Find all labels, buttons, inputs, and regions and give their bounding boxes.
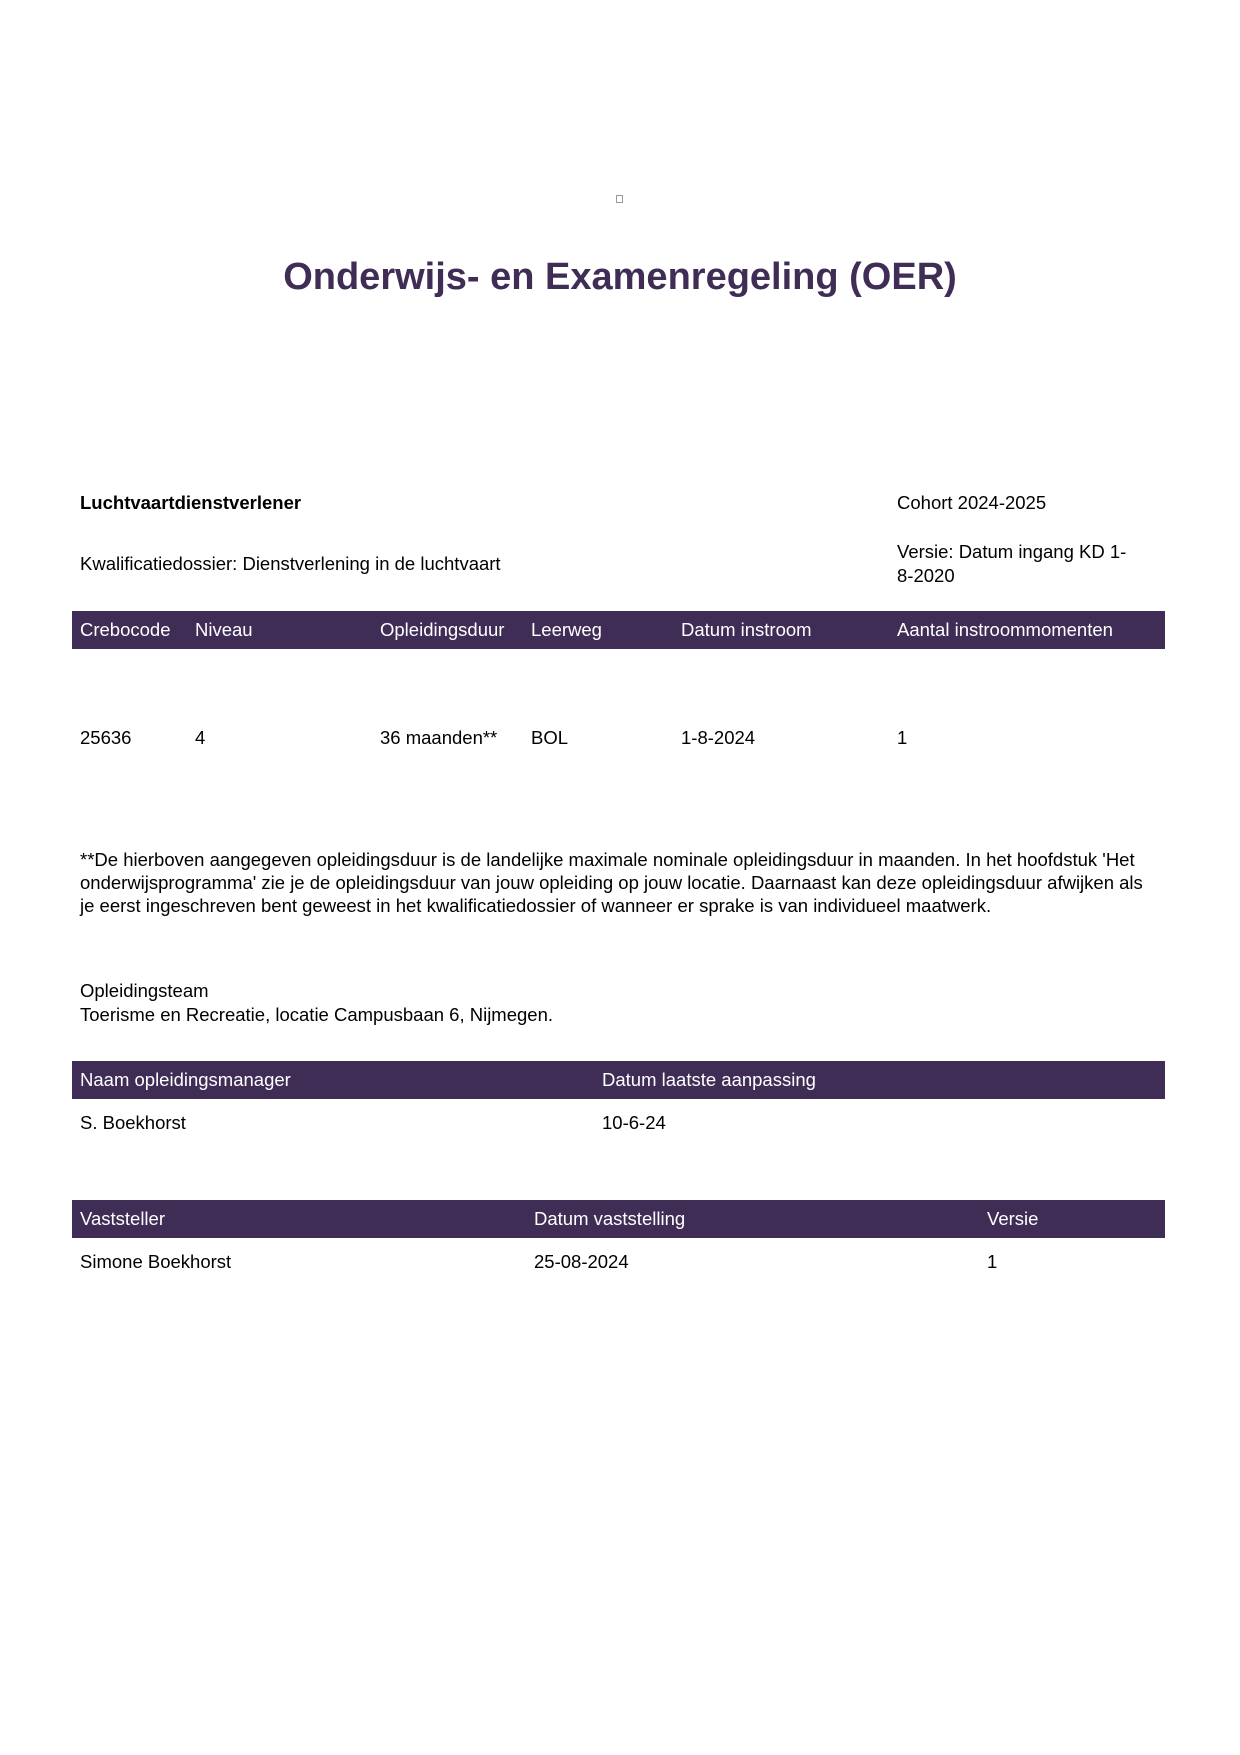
header-leerweg: Leerweg [531, 619, 602, 640]
header-versie: Versie [987, 1208, 1039, 1229]
header-opleidingsduur: Opleidingsduur [380, 619, 505, 640]
cell-opleidingsduur: 36 maanden** [380, 727, 498, 748]
cell-crebocode: 25636 [80, 727, 132, 748]
page-title: Onderwijs- en Examenregeling (OER) [283, 256, 957, 298]
kwalificatiedossier: Kwalificatiedossier: Dienstverlening in … [80, 553, 501, 574]
header-datum-laatste-aanpassing: Datum laatste aanpassing [602, 1069, 816, 1090]
cell-datum-aanpassing: 10-6-24 [602, 1112, 666, 1133]
cell-opleidingsmanager: S. Boekhorst [80, 1112, 186, 1133]
cell-leerweg: BOL [531, 727, 569, 748]
team-label: Opleidingsteam [80, 980, 209, 1001]
cell-versie: 1 [987, 1251, 998, 1272]
header-crebocode: Crebocode [80, 619, 171, 640]
table2-header: Naam opleidingsmanager Datum laatste aan… [72, 1061, 1165, 1099]
header-aantal-instroommomenten: Aantal instroommomenten [897, 619, 1113, 640]
cell-aantal-instroommomenten: 1 [897, 727, 908, 748]
header-niveau: Niveau [195, 619, 253, 640]
header-vaststeller: Vaststeller [80, 1208, 165, 1229]
cell-vaststeller: Simone Boekhorst [80, 1251, 232, 1272]
versie-line-2: 8-2020 [897, 565, 955, 586]
cell-datum-instroom: 1-8-2024 [681, 727, 756, 748]
versie-line-1: Versie: Datum ingang KD 1- [897, 541, 1127, 562]
cohort: Cohort 2024-2025 [897, 492, 1047, 513]
header-naam-opleidingsmanager: Naam opleidingsmanager [80, 1069, 291, 1090]
team-value: Toerisme en Recreatie, locatie Campusbaa… [80, 1004, 554, 1025]
table3-header: Vaststeller Datum vaststelling Versie [72, 1200, 1165, 1238]
placeholder-image-icon [616, 195, 623, 203]
program-name: Luchtvaartdienstverlener [80, 492, 302, 513]
cell-niveau: 4 [195, 727, 206, 748]
footnote: **De hierboven aangegeven opleidingsduur… [80, 849, 1143, 916]
cell-datum-vaststelling: 25-08-2024 [534, 1251, 629, 1272]
header-datum-instroom: Datum instroom [681, 619, 812, 640]
table1-header: Crebocode Niveau Opleidingsduur Leerweg … [72, 611, 1165, 649]
header-datum-vaststelling: Datum vaststelling [534, 1208, 686, 1229]
